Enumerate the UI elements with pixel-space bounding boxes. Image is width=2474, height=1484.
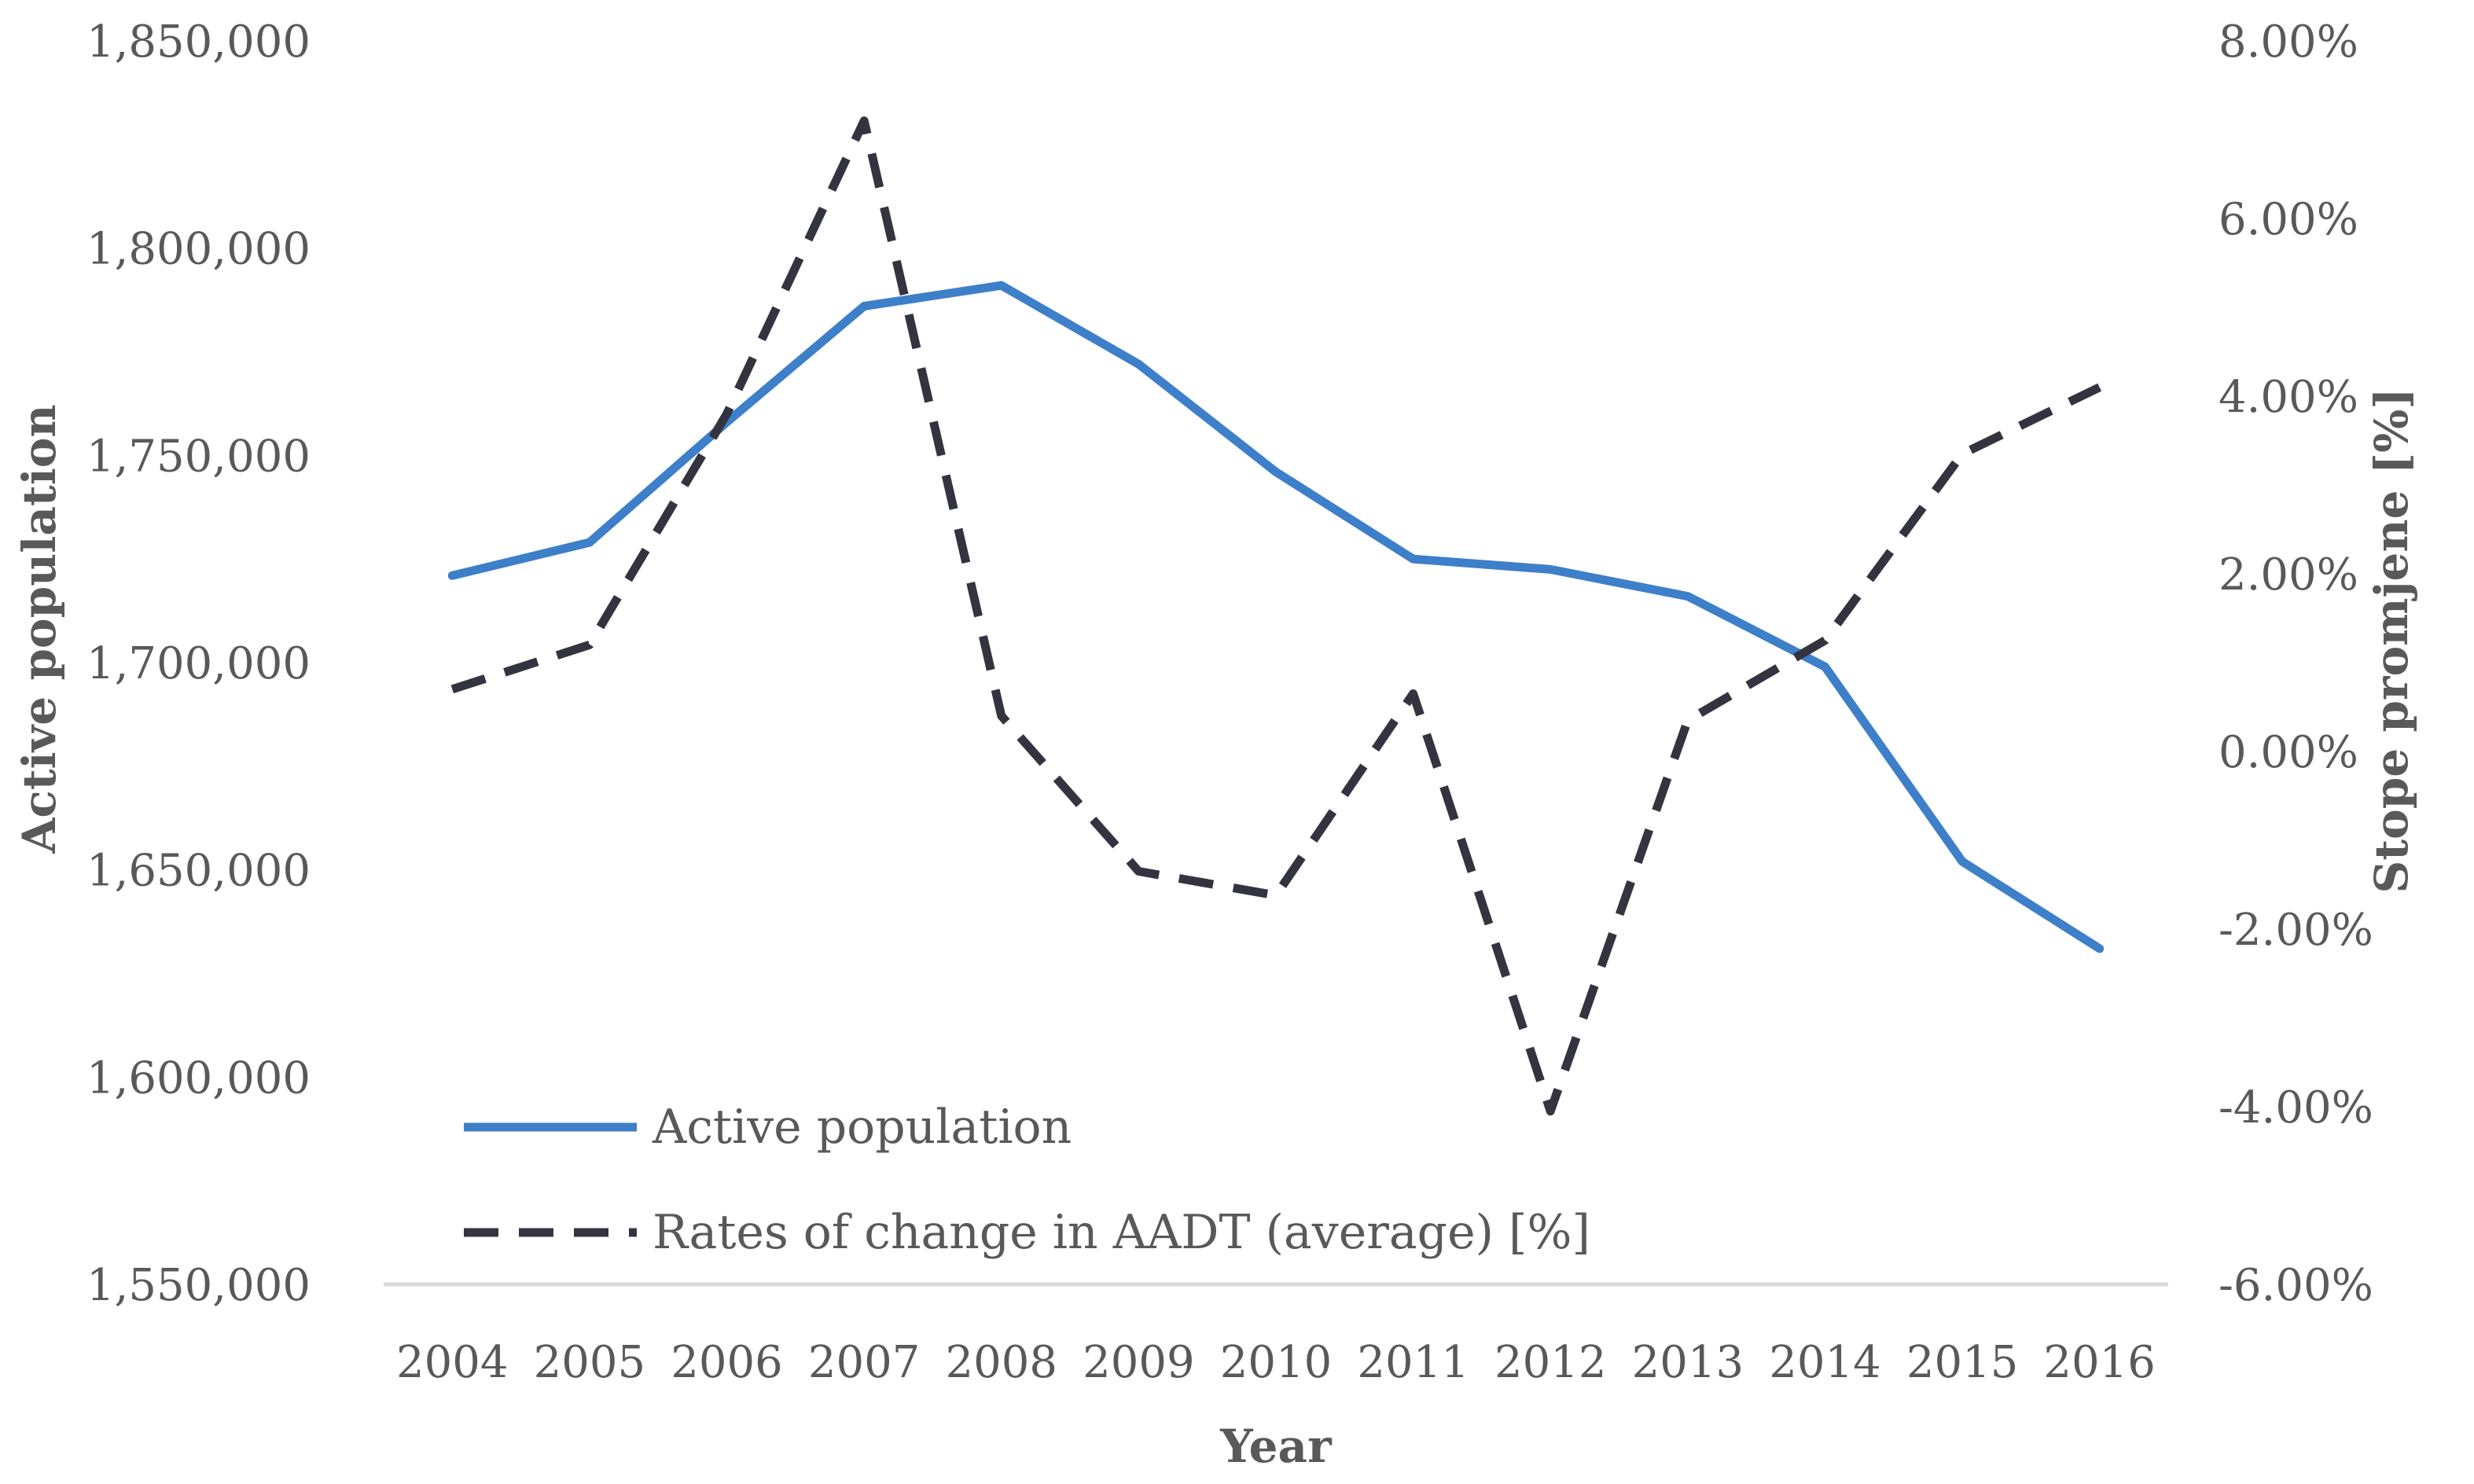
y-axis-title: Active population bbox=[13, 404, 66, 854]
data-point-active-population-2016 bbox=[2097, 946, 2103, 952]
data-point-rates-of-change-in-aadt-average-2009 bbox=[1135, 869, 1141, 875]
legend-label-rates-of-change: Rates of change in AADT (average) [%] bbox=[653, 1205, 1590, 1260]
data-point-rates-of-change-in-aadt-average-2015 bbox=[1959, 450, 1965, 457]
data-point-rates-of-change-in-aadt-average-2012 bbox=[1547, 1108, 1553, 1115]
y2-axis-title: Stope promjene [%] bbox=[2365, 388, 2418, 893]
x-tick-label: 2004 bbox=[396, 1337, 509, 1388]
x-tick-label: 2007 bbox=[808, 1337, 921, 1388]
y-tick-label: 1,600,000 bbox=[86, 1052, 311, 1104]
x-tick-label: 2006 bbox=[671, 1337, 783, 1388]
left-axis-ticks: 1,550,000 1,600,000 1,650,000 1,700,000 1,75… bbox=[86, 17, 311, 1311]
y2-tick-label: 4.00% bbox=[2219, 372, 2358, 423]
data-point-active-population-2010 bbox=[1273, 468, 1279, 475]
series-layer bbox=[447, 116, 2105, 1116]
y2-tick-label: -2.00% bbox=[2219, 905, 2373, 956]
x-tick-label: 2015 bbox=[1906, 1337, 2019, 1388]
series-line-rates-of-change-in-aadt-average bbox=[450, 116, 2102, 1116]
x-tick-label: 2014 bbox=[1769, 1337, 1881, 1388]
data-point-active-population-2012 bbox=[1547, 566, 1553, 572]
y-tick-label: 1,700,000 bbox=[86, 638, 311, 689]
data-point-rates-of-change-in-aadt-average-2005 bbox=[586, 641, 593, 648]
y-tick-label: 1,800,000 bbox=[86, 224, 311, 275]
data-point-active-population-2013 bbox=[1685, 593, 1691, 600]
data-point-rates-of-change-in-aadt-average-2011 bbox=[1410, 691, 1417, 697]
x-tick-label: 2009 bbox=[1083, 1337, 1195, 1388]
data-point-rates-of-change-in-aadt-average-2008 bbox=[998, 713, 1005, 719]
legend-label-active-population: Active population bbox=[652, 1100, 1072, 1155]
x-axis-title: Year bbox=[1219, 1420, 1333, 1473]
series-line-active-population bbox=[447, 281, 2105, 953]
data-point-active-population-2011 bbox=[1410, 556, 1417, 562]
y-tick-label: 1,850,000 bbox=[86, 17, 311, 68]
y-tick-label: 1,550,000 bbox=[86, 1260, 311, 1311]
data-point-active-population-2005 bbox=[586, 539, 593, 545]
y2-tick-label: 0.00% bbox=[2219, 727, 2358, 778]
data-point-rates-of-change-in-aadt-average-2010 bbox=[1273, 892, 1279, 898]
x-axis-ticks: 2004 2005 2006 2007 2008 2009 2010 2011 2012 2013… bbox=[396, 1337, 2156, 1388]
x-tick-label: 2013 bbox=[1632, 1337, 1744, 1388]
data-point-active-population-2014 bbox=[1821, 663, 1828, 670]
data-point-active-population-2008 bbox=[998, 282, 1005, 288]
data-point-active-population-2009 bbox=[1135, 361, 1141, 367]
y2-tick-label: -6.00% bbox=[2219, 1260, 2373, 1311]
data-point-active-population-2007 bbox=[861, 303, 867, 309]
x-tick-label: 2005 bbox=[534, 1337, 646, 1388]
y2-tick-label: 6.00% bbox=[2219, 194, 2358, 245]
data-point-rates-of-change-in-aadt-average-2004 bbox=[449, 686, 455, 692]
x-tick-label: 2016 bbox=[2043, 1337, 2156, 1388]
x-tick-label: 2008 bbox=[946, 1337, 1058, 1388]
data-point-rates-of-change-in-aadt-average-2016 bbox=[2097, 384, 2103, 391]
data-point-active-population-2004 bbox=[449, 572, 455, 579]
legend: Active population Rates of change in AAD… bbox=[464, 1100, 1590, 1260]
data-point-rates-of-change-in-aadt-average-2014 bbox=[1821, 637, 1828, 644]
data-point-rates-of-change-in-aadt-average-2006 bbox=[724, 411, 730, 417]
data-point-rates-of-change-in-aadt-average-2013 bbox=[1685, 717, 1691, 723]
x-tick-label: 2010 bbox=[1220, 1337, 1333, 1388]
x-tick-label: 2011 bbox=[1357, 1337, 1469, 1388]
y-tick-label: 1,750,000 bbox=[86, 431, 311, 482]
x-tick-label: 2012 bbox=[1494, 1337, 1607, 1388]
y2-tick-label: 8.00% bbox=[2219, 17, 2358, 68]
y2-tick-label: -4.00% bbox=[2219, 1082, 2373, 1133]
right-axis-ticks: -6.00% -4.00% -2.00% 0.00% 2.00% 4.00% 6.00% 8.… bbox=[2219, 17, 2373, 1311]
y-tick-label: 1,650,000 bbox=[86, 846, 311, 897]
data-point-rates-of-change-in-aadt-average-2007 bbox=[861, 118, 867, 124]
y2-tick-label: 2.00% bbox=[2219, 549, 2358, 601]
data-point-active-population-2015 bbox=[1959, 858, 1965, 865]
